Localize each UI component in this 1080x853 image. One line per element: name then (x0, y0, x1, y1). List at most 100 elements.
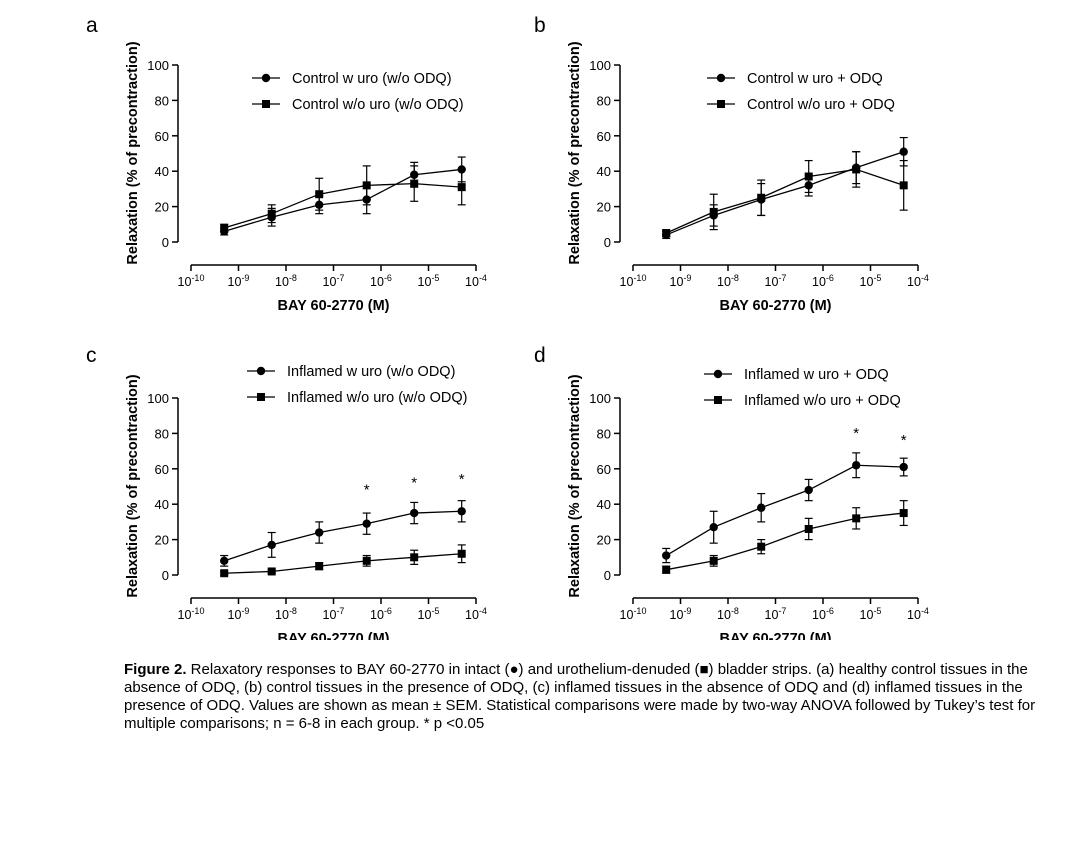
data-point-circle (457, 507, 466, 516)
y-tick-label: 40 (155, 497, 169, 512)
y-tick-label: 40 (597, 164, 611, 179)
y-tick-label: 80 (597, 426, 611, 441)
series-intact (220, 156, 466, 236)
x-tick-label: 10-4 (465, 273, 487, 289)
x-tick-label: 10-7 (323, 273, 345, 289)
y-tick-label: 60 (597, 129, 611, 144)
data-point-square (757, 542, 766, 551)
data-point-circle (362, 519, 371, 528)
y-tick-label: 60 (155, 129, 169, 144)
y-tick-label: 100 (589, 391, 611, 406)
legend-marker-circle (261, 73, 271, 83)
data-point-square (662, 229, 671, 238)
x-tick-label: 10-10 (620, 273, 647, 289)
data-point-square (220, 223, 229, 232)
figure-panels: a 0 20 40 60 80 100 Relaxation (% of precontrac… (86, 14, 929, 640)
legend-label: Inflamed w/o uro + ODQ (744, 393, 901, 409)
series-line (665, 151, 904, 236)
x-tick-label: 10-4 (907, 606, 929, 622)
series-intact (220, 500, 466, 567)
y-axis-label: Relaxation (% of precontraction) (125, 41, 141, 264)
data-point-square (267, 209, 276, 218)
significance-marker: * (459, 471, 465, 488)
data-point-square (220, 569, 229, 578)
x-tick-label: 10-4 (907, 273, 929, 289)
panel-letter: b (534, 14, 546, 37)
y-tick-label: 80 (597, 93, 611, 108)
y-tick-label: 60 (155, 462, 169, 477)
significance-marker: * (411, 474, 417, 491)
x-tick-label: 10-6 (812, 606, 834, 622)
x-axis-label: BAY 60-2770 (M) (277, 298, 389, 314)
series-line (665, 168, 904, 234)
significance-marker: * (853, 425, 859, 442)
legend-marker-circle (716, 73, 726, 83)
data-point-square (662, 565, 671, 574)
x-tick-label: 10-6 (370, 273, 392, 289)
y-tick-label: 0 (604, 568, 611, 583)
series-denuded (662, 151, 908, 238)
legend-marker-circle (256, 366, 266, 376)
y-tick-label: 20 (155, 533, 169, 548)
y-tick-label: 0 (162, 235, 169, 250)
x-tick-label: 10-9 (670, 606, 692, 622)
data-point-circle (410, 508, 419, 518)
data-point-square (804, 172, 813, 181)
data-point-square (457, 183, 466, 192)
data-point-circle (899, 147, 908, 156)
data-point-square (267, 567, 276, 576)
data-point-circle (662, 551, 671, 560)
x-tick-label: 10-10 (178, 273, 205, 289)
series-denuded (220, 165, 466, 232)
x-tick-label: 10-5 (418, 273, 440, 289)
data-point-square (709, 207, 718, 216)
significance-marker: * (364, 482, 370, 499)
data-point-square (315, 562, 324, 571)
y-tick-label: 0 (604, 235, 611, 250)
series-denuded (220, 544, 466, 578)
y-tick-label: 40 (597, 497, 611, 512)
x-tick-label: 10-8 (275, 273, 297, 289)
y-tick-label: 20 (597, 533, 611, 548)
data-point-square (410, 553, 419, 562)
data-point-square (315, 190, 324, 199)
y-tick-label: 40 (155, 164, 169, 179)
data-point-circle (220, 556, 229, 566)
data-point-circle (315, 528, 324, 537)
series-intact (662, 452, 908, 564)
figure-caption: Figure 2. Relaxatory responses to BAY 60… (124, 661, 1074, 733)
legend-marker-square (717, 100, 725, 108)
x-tick-label: 10-10 (620, 606, 647, 622)
x-tick-label: 10-6 (812, 273, 834, 289)
data-point-circle (852, 461, 861, 470)
series-line (666, 512, 904, 571)
y-tick-label: 20 (597, 200, 611, 215)
data-point-square (362, 181, 371, 190)
series-denuded (662, 500, 908, 574)
data-point-square (362, 556, 371, 565)
x-axis-label: BAY 60-2770 (M) (719, 631, 831, 640)
data-point-square (899, 509, 908, 518)
series-line (224, 553, 462, 574)
data-point-square (410, 179, 419, 188)
x-axis-label: BAY 60-2770 (M) (719, 298, 831, 314)
y-tick-label: 0 (162, 568, 169, 583)
y-tick-label: 100 (147, 58, 169, 73)
legend-marker-circle (713, 369, 723, 379)
x-tick-label: 10-9 (228, 273, 250, 289)
y-axis-label: Relaxation (% of precontraction) (567, 374, 583, 597)
series-intact (662, 136, 908, 240)
legend-label: Control w uro (w/o ODQ) (292, 71, 452, 87)
panel-a: a 0 20 40 60 80 100 Relaxation (% of precontrac… (86, 14, 487, 314)
x-tick-label: 10-8 (717, 273, 739, 289)
data-point-square (852, 165, 861, 174)
x-tick-label: 10-5 (860, 606, 882, 622)
legend-label: Control w/o uro (w/o ODQ) (292, 97, 464, 113)
y-tick-label: 100 (147, 391, 169, 406)
data-point-square (457, 549, 466, 558)
data-point-square (804, 524, 813, 533)
y-tick-label: 20 (155, 200, 169, 215)
data-point-square (709, 556, 718, 565)
data-point-circle (267, 540, 276, 550)
x-tick-label: 10-4 (465, 606, 487, 622)
